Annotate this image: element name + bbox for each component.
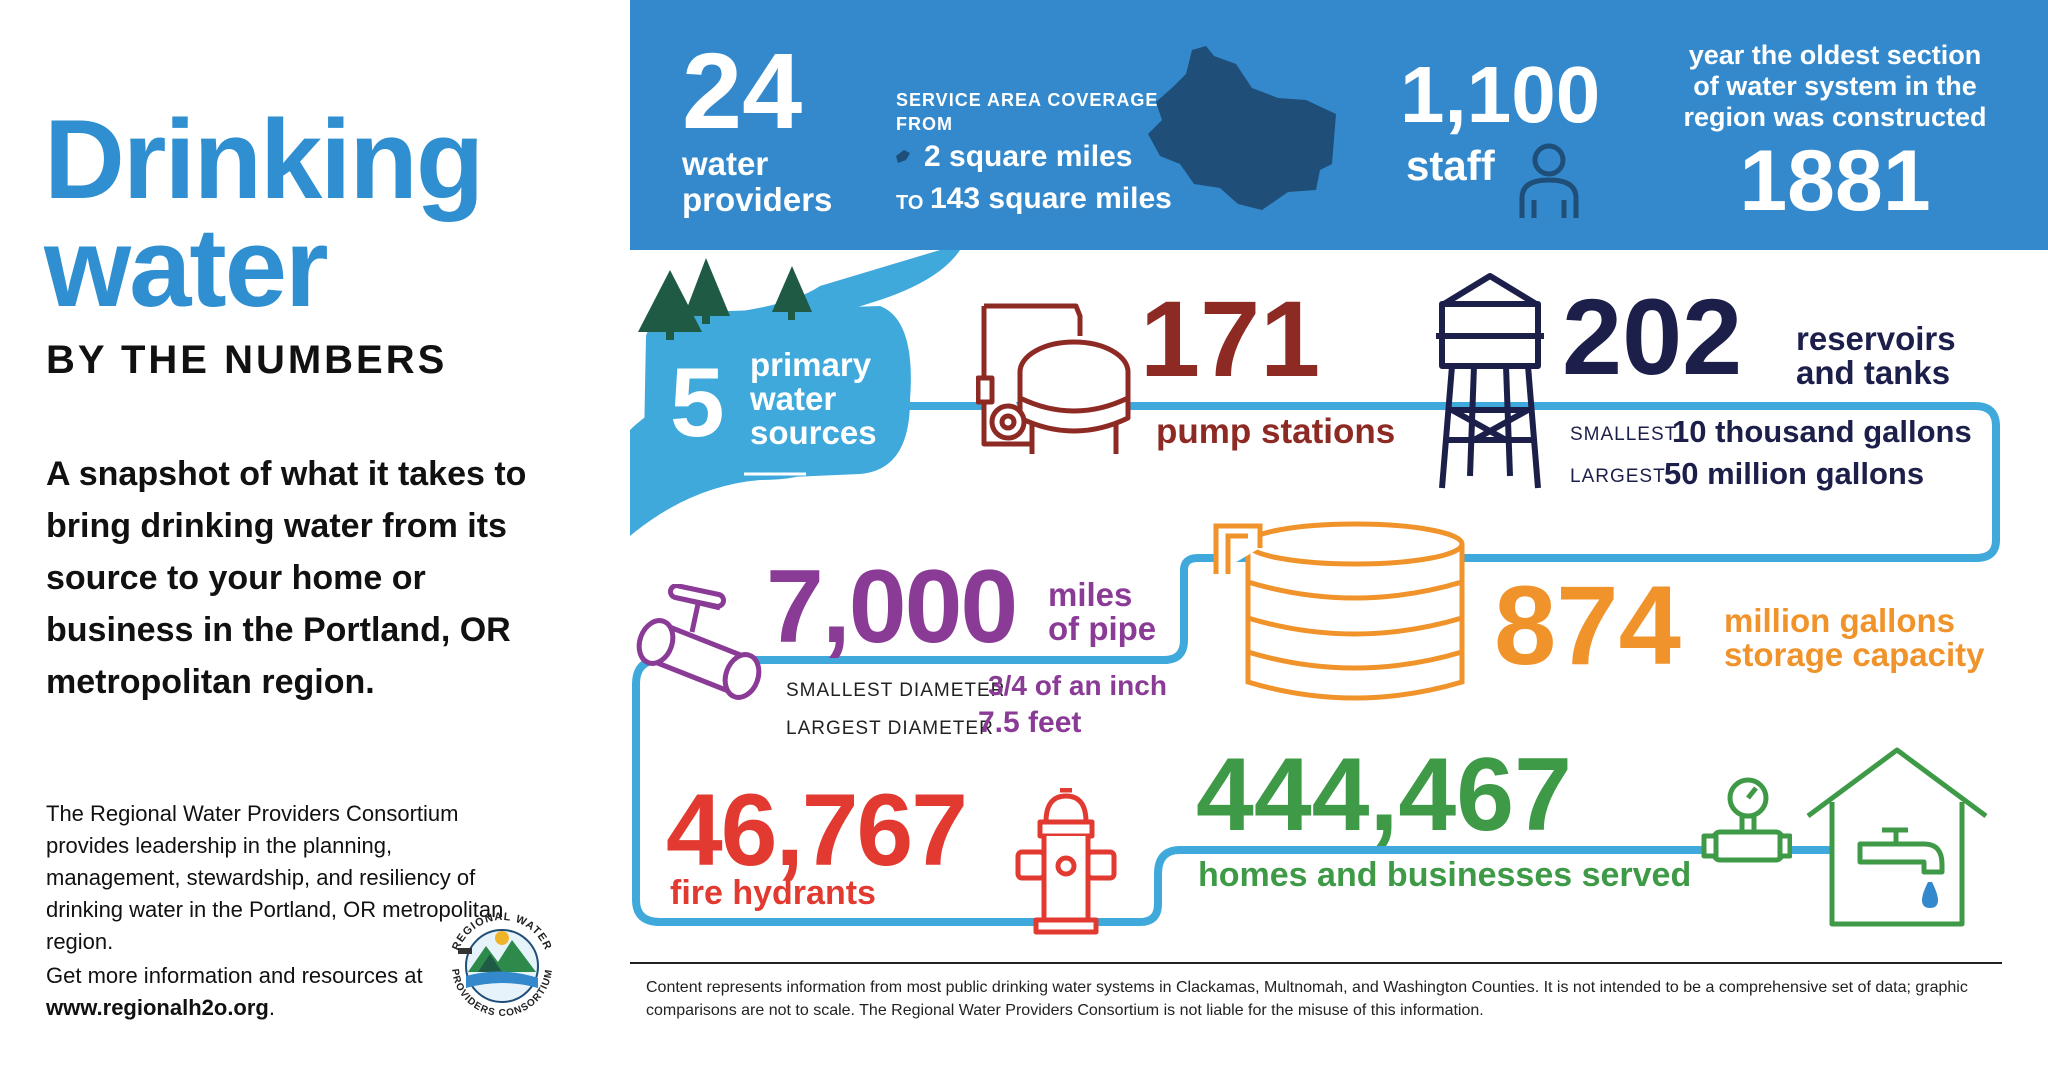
pumps-label: pump stations [1156, 412, 1396, 451]
about-text: The Regional Water Providers Consortium … [46, 801, 504, 954]
staff-label: staff [1406, 142, 1495, 189]
person-icon [1519, 143, 1579, 218]
page-title-line-1: Drinking [44, 97, 484, 222]
coverage-max: 143 square miles [930, 182, 1172, 215]
fire-hydrant-icon [1015, 788, 1117, 935]
hydrants-value: 46,767 [666, 773, 968, 887]
footnote-divider [630, 962, 2002, 964]
pipe-valve-icon [636, 584, 762, 700]
sources-label: primary water sources [750, 348, 877, 450]
page-title-line-2: water [44, 205, 329, 330]
coverage-label-2: FROM [896, 114, 953, 134]
storage-label-1: million gallons [1724, 602, 1956, 639]
page-subtitle: BY THE NUMBERS [46, 338, 448, 382]
small-area-map-icon [896, 150, 910, 163]
pumps-value: 171 [1140, 278, 1321, 399]
sources-label-2: water [750, 380, 837, 417]
stats-banner [630, 0, 2048, 250]
consortium-logo: REGIONAL WATER PROVIDERS CONSORTIUM [449, 911, 554, 1019]
oldest-label-3: region was constructed [1683, 102, 1987, 132]
providers-label-1: water [682, 145, 769, 182]
oldest-label: year the oldest section of water system … [1640, 40, 2030, 133]
pipe-value: 7,000 [766, 549, 1018, 665]
pipe-largest-label: LARGEST DIAMETER [786, 718, 994, 739]
staff-value: 1,100 [1400, 50, 1601, 139]
reservoirs-label-1: reservoirs [1796, 320, 1956, 357]
coverage-label-1: SERVICE AREA COVERAGE [896, 90, 1159, 110]
reservoirs-label: reservoirs and tanks [1796, 322, 1956, 390]
sources-label-3: sources [750, 414, 877, 451]
storage-label-2: storage capacity [1724, 636, 1985, 673]
reservoirs-label-2: and tanks [1796, 354, 1951, 391]
reservoirs-value: 202 [1562, 276, 1743, 397]
reservoirs-largest-value: 50 million gallons [1664, 456, 1925, 491]
intro-text: A snapshot of what it takes to bring dri… [46, 455, 527, 701]
home-faucet-icon [1806, 747, 1988, 927]
oldest-label-1: year the oldest section [1688, 40, 1982, 70]
pump-station-icon [976, 303, 1131, 454]
hydrants-label: fire hydrants [670, 874, 876, 912]
reservoirs-largest-label: LARGEST [1570, 466, 1666, 487]
pipe-smallest-label: SMALLEST DIAMETER [786, 680, 1006, 701]
more-info-text: Get more information and resources at ww… [46, 960, 446, 1024]
footnote-text: Content represents information from most… [646, 979, 1968, 1019]
pipe-smallest-value: 3/4 of an inch [988, 670, 1167, 701]
served-label: homes and businesses served [1198, 856, 1692, 894]
pipe-label: miles of pipe [1048, 578, 1156, 646]
more-info-prefix: Get more information and resources at [46, 963, 423, 988]
reservoirs-smallest-label: SMALLEST [1570, 424, 1678, 445]
providers-label-2: providers [682, 181, 833, 218]
sources-value: 5 [670, 347, 725, 457]
coverage-to: TO [896, 192, 924, 214]
oldest-label-2: of water system in the [1693, 71, 1977, 101]
storage-value: 874 [1494, 563, 1681, 688]
water-meter-icon [1701, 777, 1792, 863]
oldest-year-value: 1881 [1739, 133, 1931, 229]
storage-tank-icon [1213, 521, 1465, 701]
served-value: 444,467 [1196, 737, 1572, 853]
pipe-label-1: miles [1048, 576, 1133, 613]
region-map-icon [1148, 46, 1336, 210]
sources-label-1: primary [750, 346, 872, 383]
water-tower-icon [1436, 273, 1544, 489]
pipe-label-2: of pipe [1048, 610, 1157, 647]
website-link[interactable]: www.regionalh2o.org [46, 995, 269, 1020]
pipe-largest-value: 7.5 feet [978, 706, 1082, 739]
providers-value: 24 [682, 30, 803, 151]
storage-label: million gallons storage capacity [1724, 604, 1984, 672]
coverage-min: 2 square miles [924, 140, 1133, 173]
more-info-suffix: . [268, 995, 275, 1020]
reservoirs-smallest-value: 10 thousand gallons [1672, 414, 1972, 449]
